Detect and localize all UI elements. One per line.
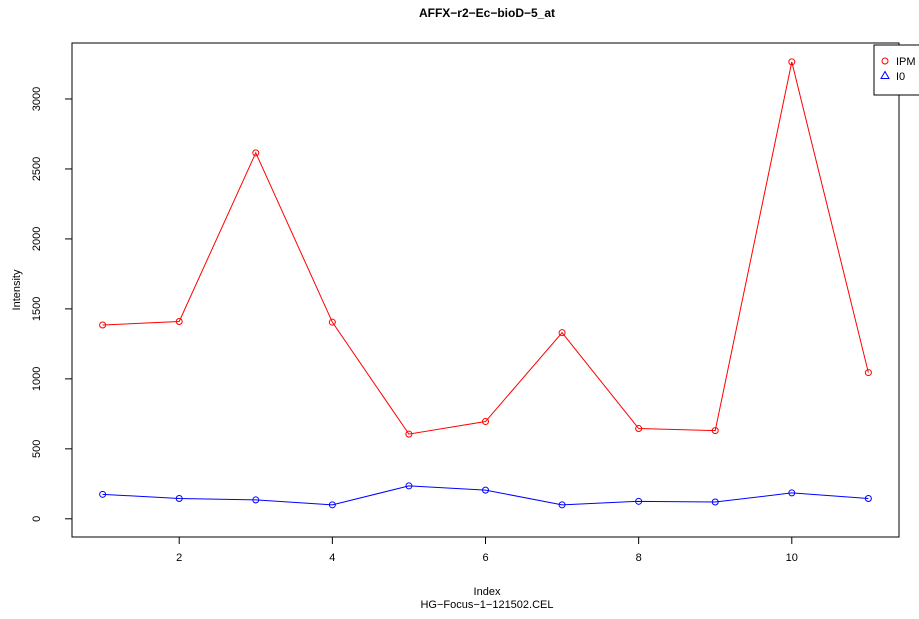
x-axis-subtitle: HG−Focus−1−121502.CEL <box>420 599 553 611</box>
plot-frame <box>71 42 900 538</box>
point-i0-2 <box>175 495 183 503</box>
point-i0-6 <box>482 486 489 494</box>
x-tick-label-8: 8 <box>636 552 642 564</box>
y-tick-label-0: 0 <box>31 516 43 522</box>
y-tick-label-2500: 2500 <box>31 157 43 181</box>
series-layer <box>99 58 872 509</box>
y-tick-label-500: 500 <box>31 440 43 458</box>
x-tick-label-6: 6 <box>482 552 488 564</box>
point-i0-1 <box>99 490 107 498</box>
legend-box <box>873 44 919 96</box>
x-tick-label-10: 10 <box>786 552 798 564</box>
point-i0-3 <box>252 496 260 504</box>
y-tick-label-3000: 3000 <box>31 87 43 111</box>
y-tick-label-2000: 2000 <box>31 227 43 251</box>
series-line-i0 <box>102 485 869 506</box>
chart-title: AFFX−r2−Ec−bioD−5_at <box>419 6 555 20</box>
legend: IPM I0 <box>873 44 919 96</box>
y-axis: 0 500 1000 1500 2000 2500 3000 <box>31 87 72 522</box>
point-ipm-9 <box>711 427 719 435</box>
x-axis: 2 4 6 8 10 <box>176 537 798 564</box>
series-line-ipm <box>102 61 869 435</box>
x-axis-label: Index <box>474 586 501 598</box>
point-i0-10 <box>788 489 796 497</box>
point-ipm-6 <box>482 418 489 426</box>
point-ipm-7 <box>558 329 566 337</box>
point-ipm-11 <box>864 369 872 377</box>
point-ipm-3 <box>252 149 260 157</box>
x-tick-label-4: 4 <box>329 552 335 564</box>
point-i0-7 <box>558 501 566 509</box>
y-axis-label: Intensity <box>11 269 23 310</box>
legend-marker-i0 <box>880 70 890 79</box>
legend-label-ipm: IPM <box>896 56 916 68</box>
point-i0-5 <box>405 482 413 490</box>
y-tick-label-1500: 1500 <box>31 297 43 321</box>
point-ipm-5 <box>405 430 413 438</box>
point-ipm-1 <box>99 321 107 329</box>
point-ipm-8 <box>635 425 643 433</box>
point-i0-9 <box>711 498 719 506</box>
point-i0-8 <box>635 497 643 505</box>
legend-marker-ipm <box>881 57 889 65</box>
point-i0-11 <box>864 495 872 503</box>
point-ipm-4 <box>328 318 336 326</box>
x-tick-label-2: 2 <box>176 552 182 564</box>
point-ipm-2 <box>175 317 183 325</box>
point-i0-4 <box>328 501 336 509</box>
legend-label-i0: I0 <box>896 71 905 83</box>
point-ipm-10 <box>788 58 796 66</box>
y-tick-label-1000: 1000 <box>31 367 43 391</box>
